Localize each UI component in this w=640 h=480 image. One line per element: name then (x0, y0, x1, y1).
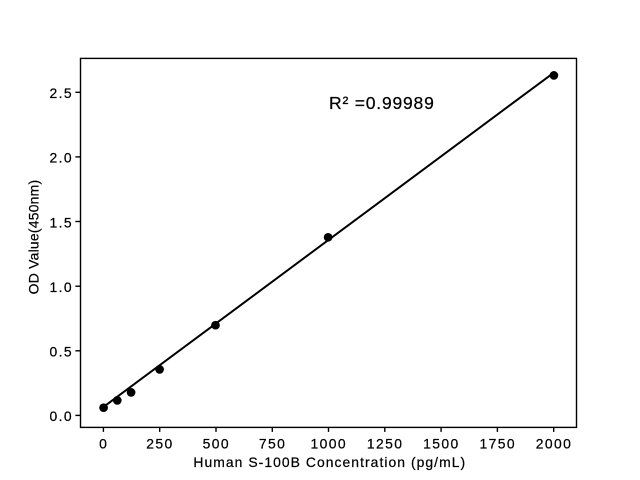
svg-text:1.0: 1.0 (49, 279, 73, 295)
svg-text:750: 750 (259, 435, 286, 451)
svg-text:R² =0.99989: R² =0.99989 (329, 93, 435, 113)
svg-text:OD Value(450nm): OD Value(450nm) (26, 180, 42, 295)
svg-text:2.0: 2.0 (49, 150, 73, 166)
svg-text:2000: 2000 (536, 435, 573, 451)
svg-text:0: 0 (99, 435, 108, 451)
svg-text:500: 500 (203, 435, 230, 451)
svg-text:1500: 1500 (423, 435, 460, 451)
svg-text:0.0: 0.0 (49, 408, 73, 424)
svg-text:1.5: 1.5 (49, 214, 73, 230)
svg-text:1250: 1250 (367, 435, 404, 451)
svg-text:0.5: 0.5 (49, 344, 73, 360)
svg-text:250: 250 (146, 435, 173, 451)
svg-text:Human S-100B Concentration (pg: Human S-100B Concentration (pg/mL) (193, 454, 466, 470)
svg-text:1750: 1750 (479, 435, 516, 451)
svg-text:2.5: 2.5 (49, 85, 73, 101)
svg-text:1000: 1000 (311, 435, 348, 451)
